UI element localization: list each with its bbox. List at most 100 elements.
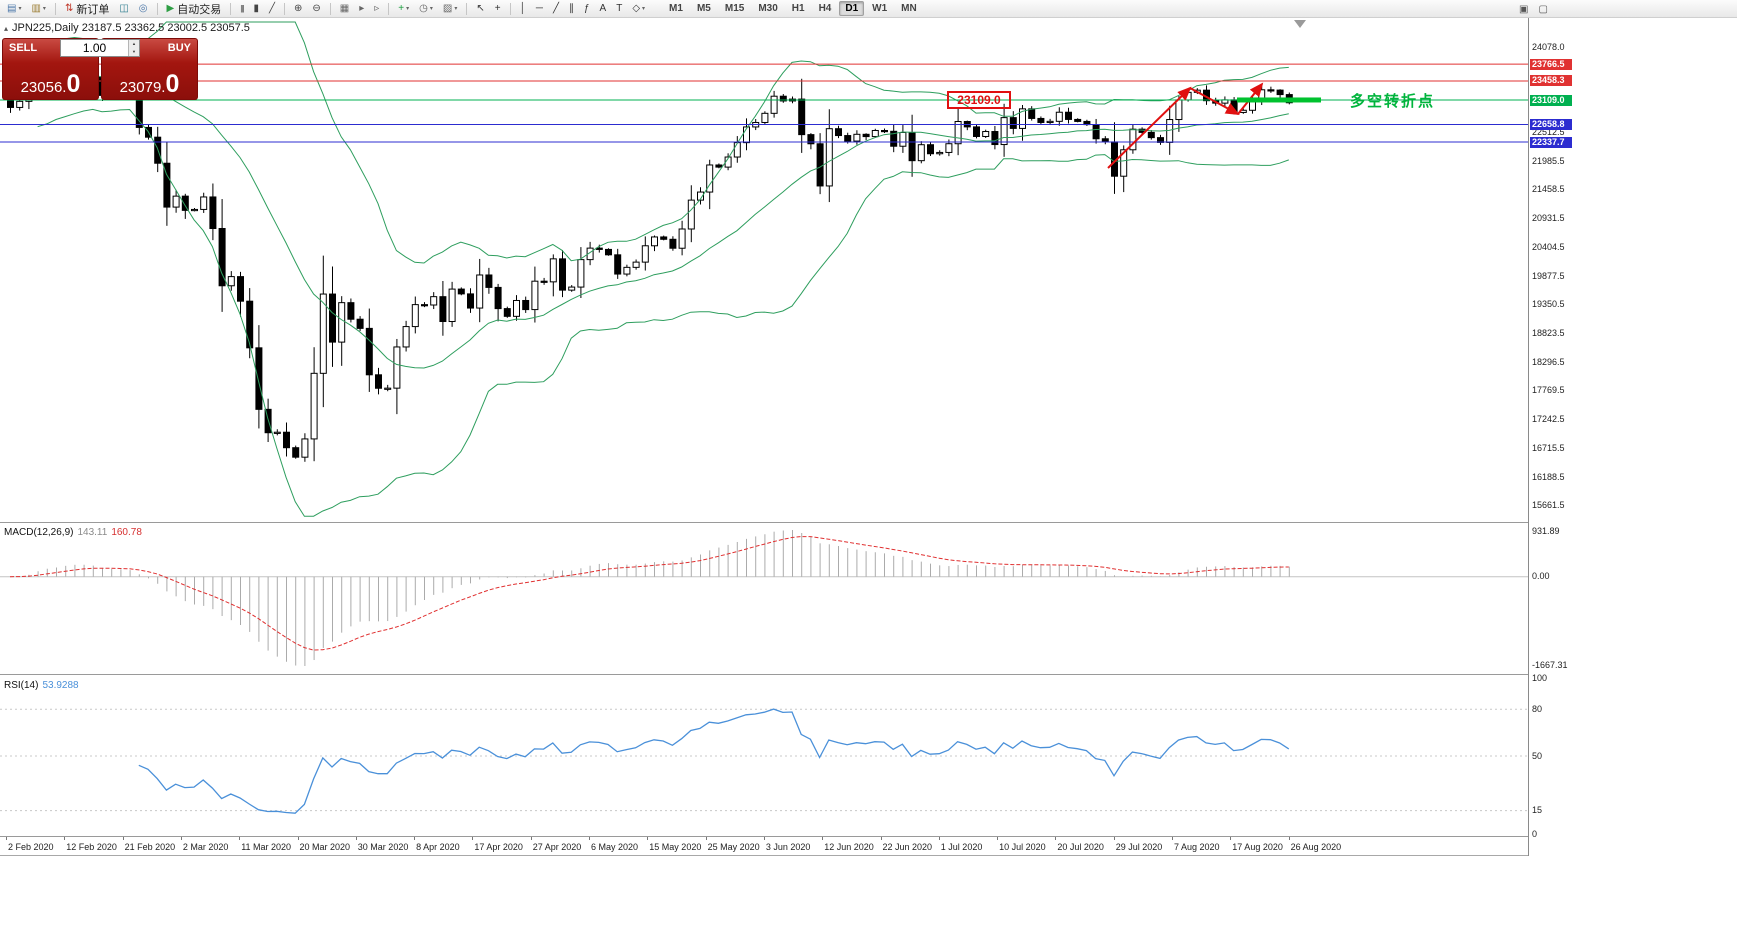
timeframe-h1-button[interactable]: H1 [791,3,805,14]
candle [825,128,833,187]
chart-info-line: ▴ JPN225,Daily 23187.5 23362.5 23002.5 23… [4,22,250,34]
toolbar-indicators-button[interactable]: + ▾ [394,1,413,17]
market-watch-icon: ◫ [119,3,129,14]
axis-price-label: 931.89 [1532,525,1560,536]
toolbar-new-order-button[interactable]: ⇅ 新订单 [61,1,113,17]
toolbar-market-watch-button[interactable]: ◫ [115,1,132,17]
candle [218,228,226,287]
navigator-icon: ◎ [138,3,148,14]
candle [1046,120,1054,124]
time-tick [414,837,416,840]
timeframe-d1-button[interactable]: D1 [839,1,865,16]
toolbar-line-chart-type-button[interactable]: ╱ [265,1,279,17]
toolbar-fullscreen-button[interactable]: ▢ [1534,1,1551,17]
toolbar-cursor-button[interactable]: ↖ [472,1,488,17]
rsi-pane [0,708,1528,814]
time-tick [938,837,940,840]
toolbar-navigator-button[interactable]: ◎ [135,1,152,17]
candle [310,372,318,440]
toolbar-trendline-button[interactable]: ╱ [549,1,563,17]
volume-up-button[interactable]: ▲ [129,40,139,48]
price-level-annotation: 23109.0 [947,91,1011,109]
time-tick [997,837,999,840]
candle [1101,138,1109,143]
time-tick [1055,837,1057,840]
candlestick-type-icon: ▮ [253,3,259,14]
toolbar-templates-button[interactable]: ▨ ▾ [439,1,461,17]
toolbar-profiles-button[interactable]: ▥ ▾ [27,1,49,17]
main-toolbar: ▤ ▾ ▥ ▾ ⇅ 新订单 ◫ ◎ ▶ 自动交易 ||| ▮ ╱ ⊕ ⊖ ▦ ▸ ▹ + ▾ ◷ ▾ ▨ ▾ ↖ + │ ─ ╱ ∥ ƒ A T… [0,0,1737,18]
one-click-collapse-arrow-icon[interactable]: ▴ [4,24,9,33]
candle [1184,91,1192,101]
date-label: 7 Aug 2020 [1174,842,1220,852]
candle [605,248,612,256]
chart-annotations [1107,82,1321,169]
candle [798,98,806,136]
toolbar-bar-chart-type-button[interactable]: ||| [236,1,247,17]
timeframe-m5-button[interactable]: M5 [696,3,711,14]
date-label: 10 Jul 2020 [999,842,1046,852]
toolbar-auto-scroll-button[interactable]: ▸ [355,1,368,17]
autotrading-icon: ▶ [166,3,175,14]
chevron-down-icon: ▾ [429,6,433,12]
time-tick [472,837,474,840]
chevron-down-icon: ▾ [406,6,410,12]
candle [292,447,300,458]
candle [411,304,419,328]
toolbar-chart-shift-button[interactable]: ▹ [370,1,383,17]
toolbar-arrows-button[interactable]: ◇ ▾ [628,1,649,17]
toolbar-crosshair-button[interactable]: + [491,1,505,17]
toolbar-periods-button[interactable]: ◷ ▾ [415,1,437,17]
bar-chart-type-icon: ||| [240,4,244,13]
volume-input[interactable] [61,40,128,56]
timeframe-mn-button[interactable]: MN [901,3,917,14]
candle [687,199,695,230]
time-tick [880,837,882,840]
candle [246,300,254,349]
candle [899,132,907,147]
toolbar-zoom-in-button[interactable]: ⊕ [290,1,306,17]
toolbar-text-button[interactable]: A [596,1,611,17]
candle [457,288,465,295]
toolbar-horizontal-line-button[interactable]: ─ [532,1,547,17]
candle [522,299,530,311]
timeframe-m15-button[interactable]: M15 [724,3,745,14]
toolbar-new-chart-button[interactable]: ▤ ▾ [3,1,25,17]
chart-shift-marker[interactable] [1294,20,1306,28]
candle [623,266,631,275]
toolbar-candlestick-type-button[interactable]: ▮ [249,1,263,17]
volume-down-button[interactable]: ▼ [129,48,139,56]
timeframe-m30-button[interactable]: M30 [758,3,778,14]
axis-price-label: 0.00 [1532,571,1550,582]
toolbar-fibonacci-retracement-button[interactable]: ƒ [580,1,594,17]
time-tick [180,837,182,840]
arrows-icon: ◇ [632,3,641,14]
templates-icon: ▨ [442,3,453,14]
toolbar-autotrading-button[interactable]: ▶ 自动交易 [163,1,226,17]
chart-canvas[interactable] [0,18,1528,856]
chevron-down-icon: ▾ [18,6,22,12]
toolbar-text-label-button[interactable]: T [612,1,626,17]
date-label: 30 Mar 2020 [357,842,409,852]
timeframe-w1-button[interactable]: W1 [872,3,888,14]
toolbar-zoom-out-button[interactable]: ⊖ [308,1,324,17]
indicators-icon: + [398,3,405,14]
trendline-icon: ╱ [552,3,559,14]
candle [641,245,649,263]
candle [632,261,640,268]
timeframe-h4-button[interactable]: H4 [818,3,832,14]
axis-price-label: 19877.5 [1532,270,1565,281]
fullscreen-icon: ▢ [1538,3,1548,15]
toolbar-tile-windows-button[interactable]: ▦ [336,1,353,17]
price-badge: 22337.7 [1530,136,1572,148]
toolbar-equidistant-channel-button[interactable]: ∥ [565,1,578,17]
candle [494,286,502,310]
date-label: 8 Apr 2020 [416,842,460,852]
toolbar-vertical-line-button[interactable]: │ [516,1,530,17]
crosshair-icon: + [494,3,501,14]
timeframe-m1-button[interactable]: M1 [669,3,683,14]
horizontal-line-icon: ─ [535,3,543,14]
toolbar-data-window-button[interactable]: ▣ [1515,1,1532,17]
candle [697,191,704,201]
candle [172,195,180,208]
